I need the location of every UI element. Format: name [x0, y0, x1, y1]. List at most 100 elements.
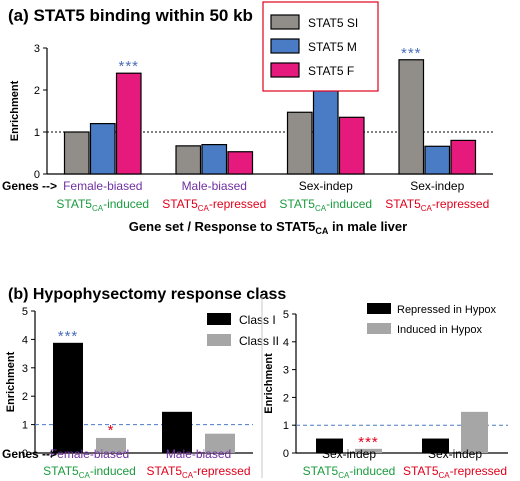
chart-b2-category-label: Sex-indep	[322, 447, 376, 461]
chart-b1-category-sublabel-sub: CA	[79, 471, 91, 480]
chart-a-category-label: Male-biased	[182, 179, 247, 193]
chart-b2-y-tick-label: 0	[283, 448, 289, 460]
chart-b1-legend-label: Class II	[239, 334, 279, 348]
chart-a-bar	[175, 145, 202, 175]
chart-b1-category-label: Female-biased	[50, 447, 129, 461]
chart-b1-category-sublabel-post: -induced	[90, 464, 136, 478]
chart-b2-y-tick-label: 2	[283, 392, 289, 404]
chart-b2-y-tick-label: 1	[283, 420, 289, 432]
chart-a-category-sublabel: STAT5CA-induced	[279, 197, 372, 213]
chart-a-legend-swatch	[270, 62, 300, 78]
chart-a-category-label: Sex-indep	[410, 179, 464, 193]
chart-a-bar	[89, 122, 116, 175]
chart-a-bar	[115, 72, 142, 175]
chart-a-legend-label: STAT5 F	[308, 64, 354, 78]
chart-a-category-sublabel-sub: CA	[421, 204, 433, 213]
chart-a-category-sublabel-post: -induced	[103, 197, 149, 211]
chart-b2-legend-swatch	[367, 303, 391, 314]
chart-a-significance-stars: ***	[118, 58, 139, 75]
chart-b2-category-sublabel: STAT5CA-repressed	[403, 464, 507, 480]
chart-b2-category-sublabel-post: -repressed	[450, 464, 507, 478]
chart-b1-y-tick-label: 3	[22, 363, 28, 375]
chart-a-category-sublabel-sub: CA	[92, 204, 104, 213]
chart-b1-bar	[162, 411, 192, 453]
chart-b2-y-label: Enrichment	[263, 353, 275, 414]
chart-a-category-label: Female-biased	[63, 179, 142, 193]
chart-a-category-sublabel-post: -repressed	[432, 197, 489, 211]
chart-b1-bar	[96, 437, 126, 453]
chart-a-category-sublabel-post: -induced	[326, 197, 372, 211]
chart-b1-y-tick-label: 1	[22, 420, 28, 432]
chart-a-category-sublabel-main: STAT5	[279, 197, 315, 211]
chart-a-legend-swatch	[270, 38, 300, 54]
chart-b1-significance-stars: *	[108, 422, 115, 439]
chart-b1-y-label: Enrichment	[5, 351, 17, 412]
chart-b1-category-sublabel-sub: CA	[182, 471, 194, 480]
chart-b2-legend-swatch	[367, 323, 391, 334]
chart-b2-legend-label: Repressed in Hypox	[397, 304, 497, 316]
chart-a-bar	[227, 151, 254, 175]
chart-b2-category-sublabel-post: -induced	[349, 464, 395, 478]
chart-b2-legend-label: Induced in Hypox	[397, 324, 482, 336]
chart-a-bar	[201, 144, 228, 175]
chart-a-legend-label: STAT5 M	[308, 40, 357, 54]
chart-b2-category-label: Sex-indep	[428, 447, 482, 461]
chart-b1-y-tick-label: 5	[22, 306, 28, 318]
chart-a-y-tick-label: 2	[34, 85, 40, 97]
chart-a-bar	[312, 89, 339, 175]
chart-b2-bar	[316, 438, 343, 453]
chart-a-title: (a) STAT5 binding within 50 kb	[8, 6, 253, 25]
chart-b1-legend-swatch	[207, 313, 231, 325]
chart-a-x-label-post: in male liver	[328, 219, 407, 234]
chart-a-y-label: Enrichment	[9, 80, 21, 141]
chart-a-bar	[424, 145, 451, 175]
chart-b1-title: (b) Hypophysectomy response class	[8, 286, 286, 303]
chart-b1-category-sublabel: STAT5CA-repressed	[146, 464, 250, 480]
chart-b2-category-sublabel-sub: CA	[338, 471, 350, 480]
chart-b1-significance-stars: ***	[58, 328, 79, 345]
chart-b1-category-sublabel-post: -repressed	[193, 464, 250, 478]
chart-a-x-label: Gene set / Response to STAT5CA in male l…	[129, 219, 407, 236]
chart-a-category-sublabel-post: -repressed	[209, 197, 266, 211]
chart-a-y-tick-label: 0	[34, 169, 40, 181]
chart-a-category-sublabel: STAT5CA-repressed	[162, 197, 266, 213]
chart-a-bar	[338, 116, 365, 175]
chart-b2-category-sublabel: STAT5CA-induced	[303, 464, 396, 480]
chart-b1-y-tick-label: 2	[22, 391, 28, 403]
chart-a-bar	[398, 59, 425, 175]
chart-a-category-sublabel: STAT5CA-repressed	[385, 197, 489, 213]
chart-a-category-sublabel-main: STAT5	[162, 197, 198, 211]
chart-a-category-sublabel-main: STAT5	[56, 197, 92, 211]
chart-b2-y-tick-label: 4	[283, 337, 289, 349]
chart-b1-y-tick-label: 4	[22, 334, 28, 346]
chart-b1-category-sublabel: STAT5CA-induced	[43, 464, 136, 480]
chart-a-legend-label: STAT5 SI	[308, 16, 358, 30]
chart-a-category-sublabel-sub: CA	[315, 204, 327, 213]
chart-a-x-label-sub: CA	[315, 226, 328, 236]
chart-a-category-sublabel-main: STAT5	[385, 197, 421, 211]
chart-b2-category-sublabel-sub: CA	[439, 471, 451, 480]
chart-a-y-tick-label: 1	[34, 127, 40, 139]
chart-b2-category-sublabel-main: STAT5	[303, 464, 339, 478]
chart-b2-bar	[355, 448, 382, 453]
chart-a-genes-prefix: Genes -->	[2, 179, 57, 193]
chart-b1-genes-prefix: Genes -->	[2, 447, 57, 461]
chart-a-legend-swatch	[270, 14, 300, 30]
chart-a-bar	[286, 111, 313, 175]
chart-a-y-tick-label: 3	[34, 43, 40, 55]
chart-b1-legend-label: Class I	[239, 313, 276, 327]
chart-b1-y-tick-label: 0	[22, 448, 28, 460]
chart-a-significance-stars: ***	[401, 45, 422, 62]
chart-b2-bar	[461, 411, 488, 453]
chart-a-category-sublabel: STAT5CA-induced	[56, 197, 149, 213]
chart-b1-category-label: Male-biased	[166, 447, 231, 461]
chart-b1-bar	[53, 342, 83, 453]
chart-b2-category-sublabel-main: STAT5	[403, 464, 439, 478]
chart-b2-significance-stars: ***	[358, 434, 379, 451]
chart-b2-y-tick-label: 5	[283, 309, 289, 321]
chart-a-category-label: Sex-indep	[299, 179, 353, 193]
chart-b2-bar	[422, 438, 449, 453]
chart-a-bar	[450, 139, 477, 175]
chart-b1-category-sublabel-main: STAT5	[43, 464, 79, 478]
